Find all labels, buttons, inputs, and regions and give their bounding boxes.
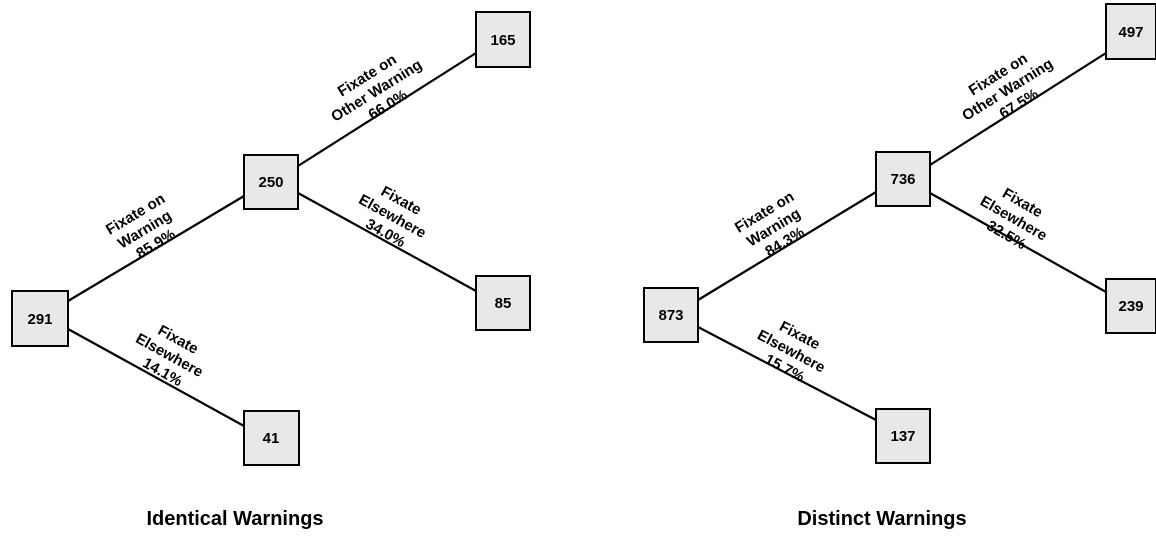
node-warning-then-elsewhere: 85 bbox=[475, 275, 531, 331]
edge-line-warning-to-elsewhere bbox=[297, 192, 477, 292]
node-value: 239 bbox=[1118, 298, 1143, 315]
edge-label-root-to-elsewhere: Fixate Elsewhere 14.1% bbox=[124, 314, 218, 398]
edge-label-warning-to-elsewhere: Fixate Elsewhere 34.0% bbox=[347, 175, 441, 259]
edge-line-warning-to-other bbox=[297, 52, 477, 167]
node-fixate-warning: 736 bbox=[875, 151, 931, 207]
edge-label-warning-to-other: Fixate on Other Warning 66.0% bbox=[319, 39, 438, 141]
node-value: 85 bbox=[495, 295, 512, 312]
node-fixate-other-warning: 497 bbox=[1105, 3, 1156, 60]
node-value: 873 bbox=[658, 307, 683, 324]
edge-line-root-to-elsewhere bbox=[67, 328, 245, 427]
node-fixate-warning: 250 bbox=[243, 154, 299, 210]
node-value: 250 bbox=[258, 174, 283, 191]
edge-line-root-to-warning bbox=[697, 191, 877, 301]
node-value: 165 bbox=[490, 32, 515, 49]
tree-distinct-warnings: Fixate on Warning 84.3% Fixate Elsewhere… bbox=[643, 3, 1156, 530]
node-fixate-elsewhere: 137 bbox=[875, 408, 931, 464]
edge-label-warning-to-elsewhere: Fixate Elsewhere 32.5% bbox=[968, 177, 1062, 262]
node-warning-then-elsewhere: 239 bbox=[1105, 278, 1156, 334]
edge-line-warning-to-elsewhere bbox=[929, 192, 1107, 293]
edge-line-root-to-warning bbox=[67, 195, 245, 302]
tree-caption: Distinct Warnings bbox=[797, 508, 966, 530]
edge-label-root-to-warning: Fixate on Warning 85.9% bbox=[103, 188, 190, 269]
node-value: 736 bbox=[890, 171, 915, 188]
node-value: 137 bbox=[890, 428, 915, 445]
node-value: 497 bbox=[1118, 24, 1143, 41]
node-value: 291 bbox=[27, 311, 52, 328]
edge-label-root-to-elsewhere: Fixate Elsewhere 15.7% bbox=[746, 311, 840, 395]
edge-line-root-to-elsewhere bbox=[697, 326, 877, 421]
edge-line-warning-to-other bbox=[929, 52, 1107, 166]
node-value: 41 bbox=[263, 430, 280, 447]
tree-identical-warnings: Fixate on Warning 85.9% Fixate Elsewhere… bbox=[11, 11, 531, 530]
tree-caption: Identical Warnings bbox=[146, 508, 323, 530]
node-root: 873 bbox=[643, 287, 699, 343]
node-fixate-other-warning: 165 bbox=[475, 11, 531, 68]
edge-label-root-to-warning: Fixate on Warning 84.3% bbox=[732, 186, 819, 267]
node-fixate-elsewhere: 41 bbox=[243, 410, 300, 466]
node-root: 291 bbox=[11, 290, 69, 347]
